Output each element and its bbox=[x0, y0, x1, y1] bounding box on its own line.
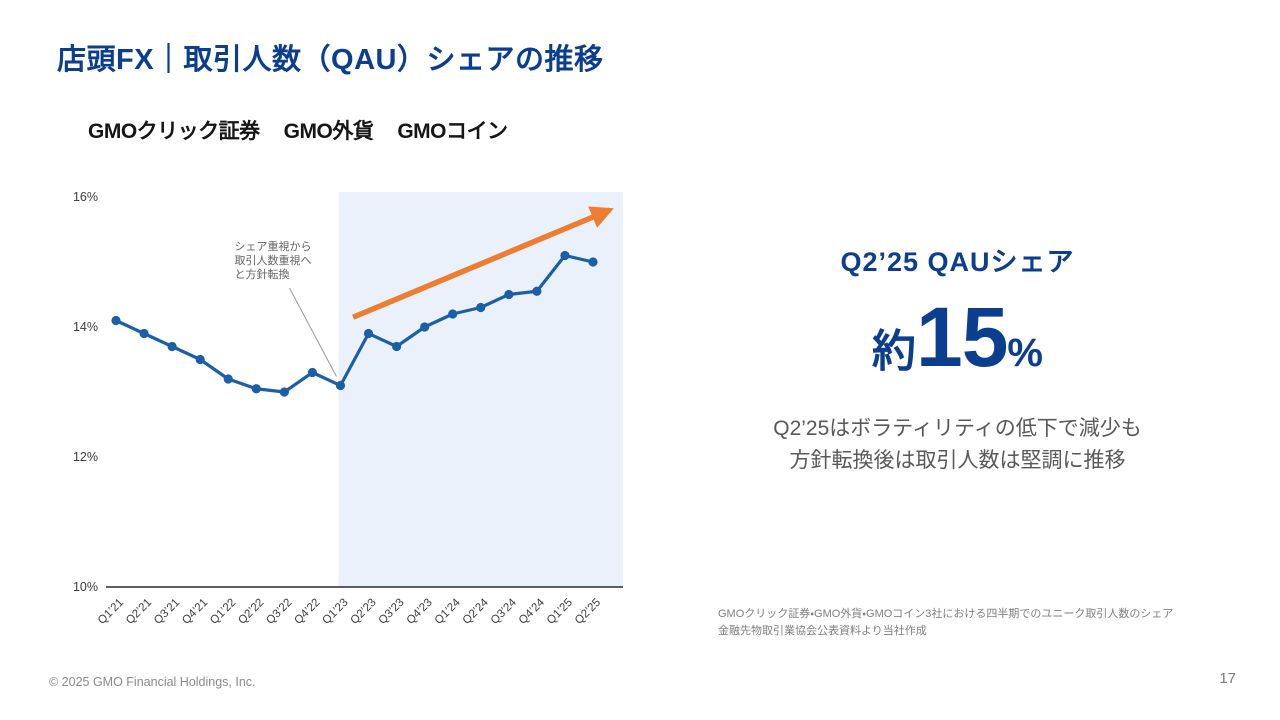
data-point-Q2’24 bbox=[476, 302, 486, 313]
copyright: © 2025 GMO Financial Holdings, Inc. bbox=[49, 675, 256, 689]
qau-share-line-chart: 10%12%14%16%Q1’21Q2’21Q3’21Q4’21Q1’22Q2’… bbox=[73, 190, 623, 627]
y-tick-label: 16% bbox=[73, 192, 98, 204]
data-point-Q2’23 bbox=[363, 328, 374, 339]
data-point-Q3’23 bbox=[391, 341, 402, 352]
highlight-label: Q2’25 QAUシェア bbox=[840, 247, 1075, 277]
x-tick-label: Q3’22 bbox=[264, 597, 294, 627]
data-point-Q3’21 bbox=[167, 341, 177, 352]
highlight-value-number: 15 bbox=[915, 290, 1008, 384]
data-point-Q3’22 bbox=[279, 387, 289, 397]
data-point-Q4’23 bbox=[420, 322, 430, 332]
x-tick-label: Q4’24 bbox=[517, 596, 548, 627]
annotation-text-line: と方針転換 bbox=[234, 267, 289, 281]
data-point-Q4’21 bbox=[195, 354, 205, 365]
x-tick-label: Q3’23 bbox=[377, 597, 407, 627]
x-tick-label: Q2’23 bbox=[348, 597, 378, 627]
description-line-1: 方針転換後は取引人数は堅調に推移 bbox=[789, 448, 1126, 472]
x-tick-label: Q2’24 bbox=[461, 596, 492, 627]
trend-arrow bbox=[352, 206, 614, 320]
data-point-Q4’22 bbox=[307, 367, 318, 378]
y-tick-label: 12% bbox=[73, 450, 98, 464]
brand-logos: GMOクリック証券 GMO外貨 GMOコイン bbox=[88, 115, 508, 145]
highlight-value-suffix: % bbox=[1007, 331, 1043, 375]
annotation-text-line: 取引人数重視へ bbox=[234, 253, 311, 267]
highlight-value: 約15% bbox=[700, 291, 1215, 383]
highlight-value-prefix: 約 bbox=[871, 327, 916, 376]
x-tick-label: Q1’23 bbox=[320, 597, 350, 627]
data-point-Q1’21 bbox=[111, 315, 121, 326]
x-tick-label: Q2’22 bbox=[236, 597, 266, 627]
data-point-Q2’25 bbox=[588, 257, 598, 267]
x-tick-label: Q4’22 bbox=[292, 597, 322, 627]
x-tick-label: Q1’22 bbox=[208, 597, 238, 627]
data-point-Q2’22 bbox=[251, 384, 261, 394]
x-tick-label: Q4’23 bbox=[405, 597, 435, 627]
qau-share-line bbox=[115, 253, 594, 394]
x-tick-label: Q3’24 bbox=[489, 596, 520, 627]
description-text: Q2’25はボラティリティの低下で減少も 方針転換後は取引人数は堅調に推移 bbox=[700, 413, 1215, 476]
brand-logo-2: GMOコイン bbox=[397, 120, 508, 143]
y-tick-label: 10% bbox=[73, 580, 98, 594]
footnote-line-0: GMOクリック証券・GMO外貨・GMOコイン3社における四半期でのユニーク取引人… bbox=[718, 608, 1174, 620]
highlight-panel: Q2’25 QAUシェア 約15% Q2’25はボラティリティの低下で減少も 方針… bbox=[700, 240, 1215, 476]
data-point-Q4’24 bbox=[532, 286, 542, 296]
x-tick-label: Q3’21 bbox=[152, 597, 182, 627]
data-point-Q1’23 bbox=[335, 380, 346, 391]
page-number: 17 bbox=[1219, 670, 1236, 687]
qau-share-chart: 10% 12% 14% 16% Q1’21 Q2’21 Q3’21 Q4’21 Q1’22 Q2’… bbox=[60, 190, 630, 642]
data-point-Q1’25 bbox=[560, 250, 570, 261]
page-title: 店頭FX｜取引人数（QAU）シェアの推移 bbox=[57, 44, 604, 76]
source-footnote: GMOクリック証券・GMO外貨・GMOコイン3社における四半期でのユニーク取引人… bbox=[718, 606, 1238, 640]
brand-logo-1: GMO外貨 bbox=[283, 120, 374, 143]
x-tick-label: Q1’25 bbox=[545, 597, 575, 627]
brand-logo-0: GMOクリック証券 bbox=[88, 120, 260, 143]
x-tick-label: Q2’21 bbox=[124, 597, 154, 627]
data-point-Q1’24 bbox=[448, 309, 458, 319]
footnote-line-1: 金融先物取引業協会公表資料より当社作成 bbox=[718, 625, 927, 638]
x-tick-label: Q4’21 bbox=[180, 597, 210, 627]
data-point-Q3’24 bbox=[504, 289, 514, 300]
x-tick-label: Q1’24 bbox=[433, 596, 464, 627]
annotation-connector-line bbox=[289, 287, 337, 377]
y-tick-label: 14% bbox=[73, 320, 98, 334]
x-tick-label: Q1’21 bbox=[96, 597, 126, 627]
annotation-text-line: シェア重視から bbox=[234, 239, 311, 253]
x-tick-label: Q2’25 bbox=[573, 597, 603, 627]
highlight-region bbox=[338, 192, 623, 587]
data-point-Q1’22 bbox=[223, 374, 233, 384]
data-point-Q2’21 bbox=[139, 328, 149, 339]
description-line-0: Q2’25はボラティリティの低下で減少も bbox=[773, 417, 1142, 441]
